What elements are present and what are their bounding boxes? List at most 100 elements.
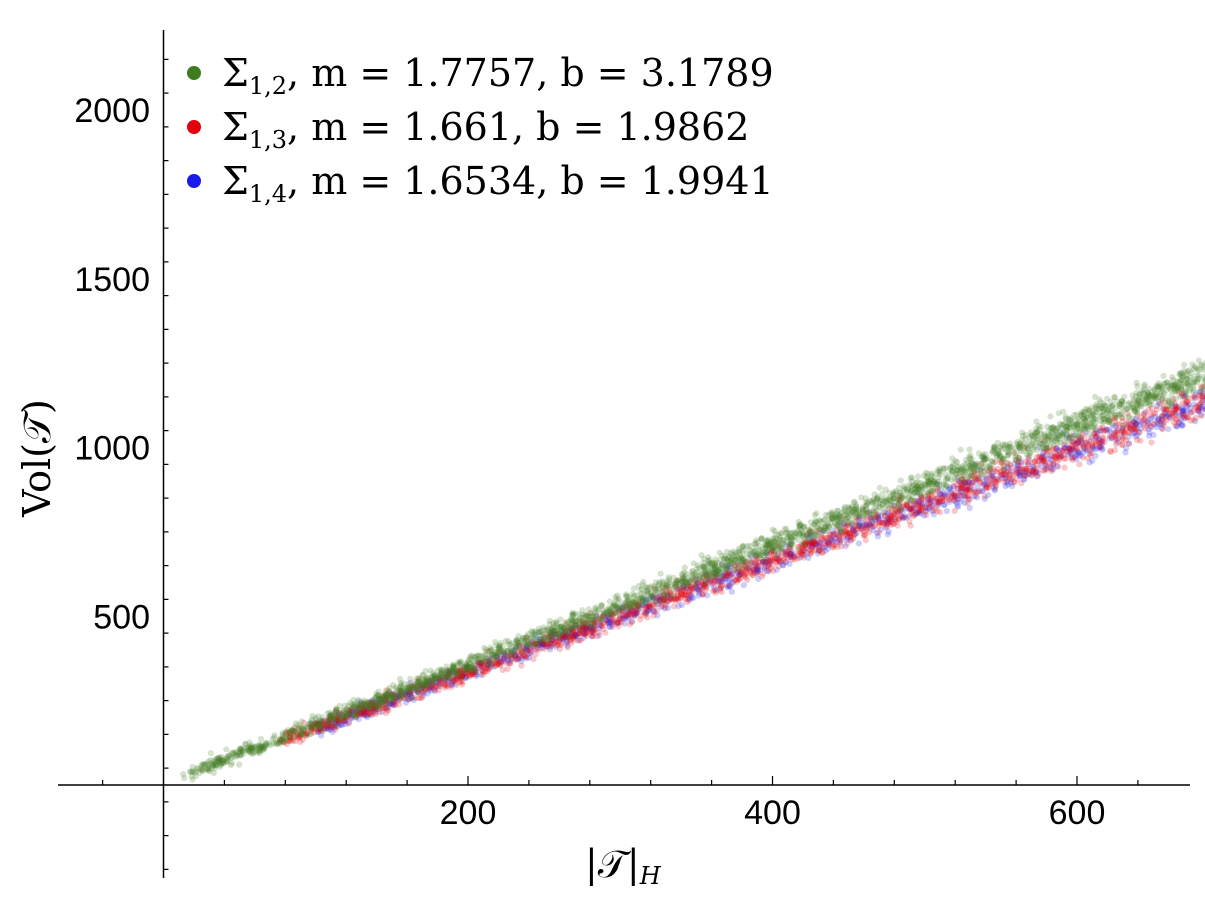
scatter-point bbox=[691, 584, 698, 592]
scatter-point bbox=[951, 507, 958, 514]
scatter-point bbox=[704, 592, 711, 599]
scatter-point bbox=[1026, 470, 1033, 477]
scatter-point bbox=[660, 596, 667, 603]
scatter-point bbox=[1121, 428, 1128, 435]
scatter-point bbox=[582, 624, 589, 631]
scatter-point bbox=[518, 662, 525, 669]
scatter-point bbox=[767, 558, 774, 565]
scatter-point bbox=[1050, 461, 1057, 468]
scatter-point bbox=[1047, 452, 1054, 459]
scatter-point bbox=[864, 521, 871, 528]
scatter-point bbox=[1042, 466, 1049, 473]
scatter-point bbox=[536, 629, 543, 636]
scatter-point bbox=[775, 552, 782, 559]
scatter-point bbox=[424, 690, 431, 697]
scatter-point bbox=[498, 658, 505, 665]
scatter-point bbox=[332, 721, 339, 729]
scatter-point bbox=[532, 651, 540, 658]
scatter-point bbox=[754, 567, 762, 574]
scatter-point bbox=[580, 634, 587, 642]
scatter-point bbox=[520, 651, 527, 659]
scatter-point bbox=[319, 721, 326, 728]
scatter-point bbox=[680, 586, 688, 593]
scatter-point bbox=[1054, 463, 1061, 470]
scatter-point bbox=[788, 539, 795, 546]
scatter-point bbox=[1096, 435, 1103, 442]
scatter-point bbox=[803, 544, 810, 552]
scatter-point bbox=[981, 493, 988, 500]
scatter-point bbox=[563, 640, 570, 647]
scatter-point bbox=[369, 697, 376, 704]
scatter-point bbox=[702, 582, 709, 590]
scatter-point bbox=[352, 714, 359, 721]
scatter-point bbox=[402, 691, 409, 698]
scatter-point bbox=[1166, 413, 1173, 420]
scatter-point bbox=[1111, 430, 1118, 437]
scatter-point bbox=[1023, 472, 1030, 479]
scatter-point bbox=[993, 475, 1001, 482]
scatter-point bbox=[983, 476, 990, 483]
scatter-point bbox=[1018, 480, 1025, 487]
scatter-point bbox=[1114, 421, 1121, 428]
scatter-point bbox=[393, 695, 400, 702]
scatter-point bbox=[671, 603, 678, 610]
scatter-point bbox=[989, 477, 996, 484]
scatter-point bbox=[753, 562, 760, 570]
scatter-point bbox=[322, 724, 329, 732]
scatter-point bbox=[887, 511, 894, 518]
scatter-point bbox=[785, 544, 793, 551]
scatter-point bbox=[448, 669, 455, 676]
scatter-point bbox=[596, 625, 603, 632]
scatter-point bbox=[1200, 393, 1205, 400]
scatter-point bbox=[1087, 452, 1094, 459]
scatter-point bbox=[594, 633, 601, 640]
scatter-point bbox=[971, 478, 978, 485]
scatter-point bbox=[532, 641, 539, 648]
scatter-point bbox=[536, 638, 543, 646]
scatter-point bbox=[925, 495, 932, 502]
scatter-point bbox=[538, 640, 545, 647]
scatter-point bbox=[826, 539, 833, 547]
scatter-point bbox=[941, 493, 948, 500]
scatter-point bbox=[588, 628, 596, 635]
scatter-point bbox=[717, 585, 724, 592]
scatter-point bbox=[456, 673, 463, 680]
scatter-point bbox=[705, 575, 713, 583]
scatter-point bbox=[962, 486, 969, 493]
scatter-point bbox=[1005, 465, 1012, 472]
scatter-point bbox=[548, 642, 555, 649]
scatter-point bbox=[548, 640, 555, 648]
scatter-point bbox=[962, 494, 969, 501]
scatter-point bbox=[687, 592, 695, 599]
scatter-point bbox=[1014, 462, 1021, 469]
scatter-point bbox=[1008, 468, 1015, 476]
scatter-point bbox=[1146, 432, 1153, 439]
scatter-point bbox=[598, 622, 605, 629]
scatter-point bbox=[522, 647, 529, 654]
scatter-point bbox=[476, 662, 483, 669]
scatter-point bbox=[376, 700, 383, 707]
scatter-point bbox=[336, 711, 343, 719]
scatter-point bbox=[951, 497, 958, 504]
scatter-point bbox=[573, 632, 580, 640]
scatter-point bbox=[642, 596, 650, 603]
scatter-point bbox=[1034, 467, 1041, 474]
scatter-point bbox=[698, 585, 705, 593]
scatter-point bbox=[907, 506, 914, 513]
scatter-point bbox=[883, 511, 891, 518]
scatter-point bbox=[1096, 443, 1103, 450]
scatter-point bbox=[562, 632, 569, 639]
scatter-point bbox=[1076, 449, 1083, 456]
scatter-point bbox=[426, 684, 433, 692]
scatter-point bbox=[493, 652, 501, 660]
scatter-point bbox=[815, 547, 822, 554]
scatter-point bbox=[666, 595, 673, 602]
scatter-point bbox=[869, 523, 876, 530]
scatter-point bbox=[1022, 471, 1029, 478]
scatter-point bbox=[876, 516, 883, 523]
scatter-point bbox=[686, 590, 693, 597]
scatter-point bbox=[1181, 407, 1189, 415]
scatter-point bbox=[562, 633, 569, 641]
scatter-point bbox=[1008, 479, 1015, 486]
scatter-point bbox=[407, 691, 414, 698]
